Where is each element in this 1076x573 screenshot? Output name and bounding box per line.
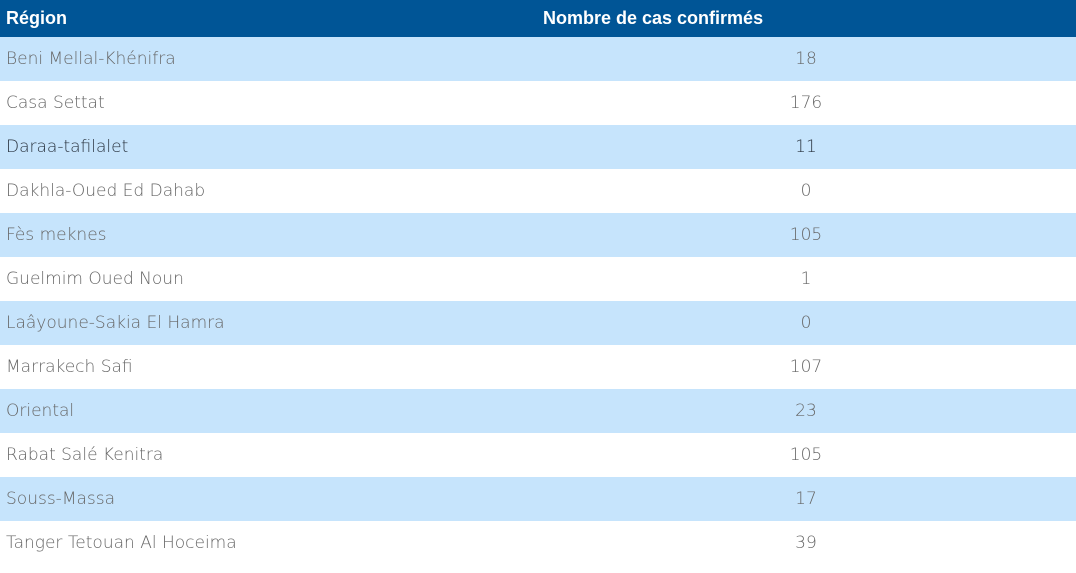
region-cell: Daraa-tafilalet (6, 137, 129, 157)
count-cell: 39 (795, 533, 817, 553)
region-cell: Guelmim Oued Noun (6, 269, 184, 289)
region-cell: Dakhla-Oued Ed Dahab (6, 181, 206, 201)
region-cell: Souss-Massa (6, 489, 116, 509)
region-cell: Casa Settat (6, 93, 105, 113)
count-cell: 176 (789, 93, 823, 113)
table-row: Rabat Salé Kenitra 105 (0, 433, 1076, 477)
header-cell: Région (6, 8, 67, 28)
table-row: Souss-Massa 17 (0, 477, 1076, 521)
table-row: Daraa-tafilalet 11 (0, 125, 1076, 169)
table-row: Casa Settat 176 (0, 81, 1076, 125)
region-cell: Rabat Salé Kenitra (6, 445, 164, 465)
count-cell: 17 (795, 489, 817, 509)
count-cell: 0 (800, 181, 812, 201)
table-row: Dakhla-Oued Ed Dahab 0 (0, 169, 1076, 213)
region-cell: Beni Mellal-Khénifra (6, 49, 176, 69)
table-row: Tanger Tetouan Al Hoceima 39 (0, 521, 1076, 565)
table-row: Laâyoune-Sakia El Hamra 0 (0, 301, 1076, 345)
count-cell: 23 (795, 401, 817, 421)
count-cell: 107 (789, 357, 823, 377)
region-cell: Tanger Tetouan Al Hoceima (6, 533, 237, 553)
count-cell: 11 (795, 137, 817, 157)
region-cell: Fès meknes (6, 225, 107, 245)
table-header: Région Nombre de cas confirmés (0, 0, 1076, 37)
region-cell: Oriental (6, 401, 75, 421)
table-row: Beni Mellal-Khénifra 18 (0, 37, 1076, 81)
table-row: Fès meknes 105 (0, 213, 1076, 257)
region-cell: Marrakech Safi (6, 357, 133, 377)
count-cell: 1 (800, 269, 812, 289)
region-cell: Laâyoune-Sakia El Hamra (6, 313, 225, 333)
header-cell: Nombre de cas confirmés (543, 8, 764, 28)
table-row: Marrakech Safi 107 (0, 345, 1076, 389)
count-cell: 105 (789, 445, 823, 465)
count-cell: 105 (789, 225, 823, 245)
count-cell: 0 (800, 313, 812, 333)
count-cell: 18 (795, 49, 817, 69)
table-row: Guelmim Oued Noun 1 (0, 257, 1076, 301)
table-row: Oriental 23 (0, 389, 1076, 433)
